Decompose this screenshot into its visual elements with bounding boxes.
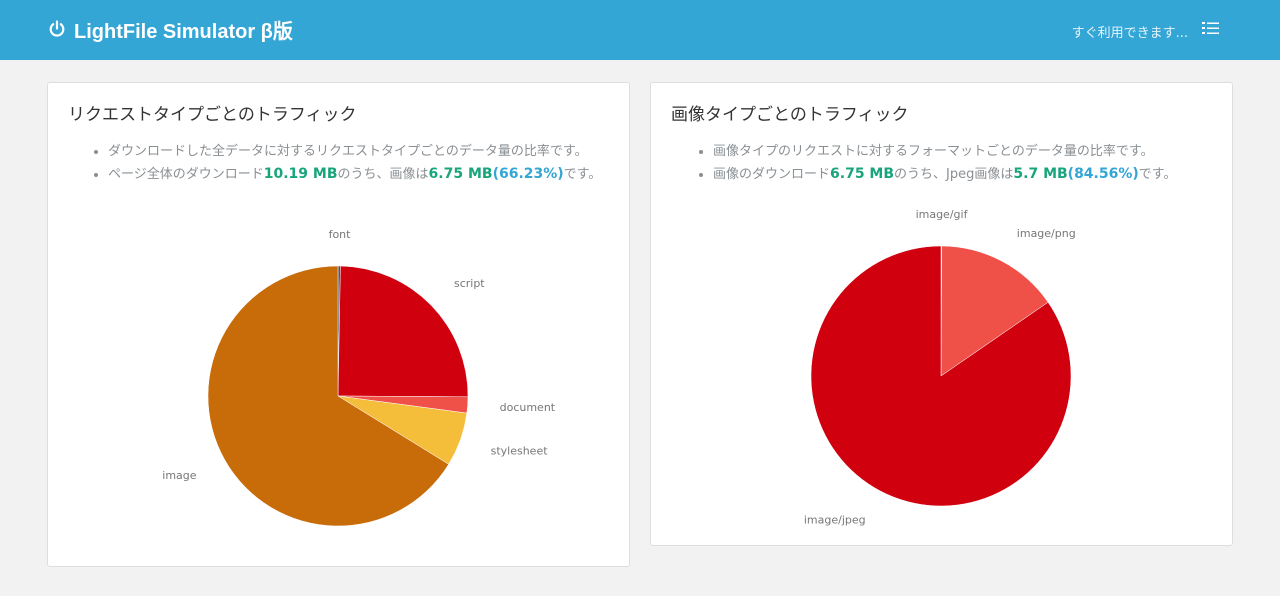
pie-label: image [162, 469, 196, 482]
text-middle: のうち、画像は [337, 167, 429, 182]
card-title: 画像タイプごとのトラフィック [671, 105, 909, 125]
total-size: 10.19 MB [263, 166, 338, 182]
image-percent: (66.23%) [492, 166, 564, 182]
pie-slice-image [207, 265, 449, 527]
menu-button[interactable] [1202, 21, 1220, 41]
pie-label: font [329, 228, 352, 241]
pie-label: image/jpeg [804, 513, 866, 526]
text-prefix: 画像のダウンロード [713, 167, 831, 182]
description-list: 画像タイプのリクエストに対するフォーマットごとのデータ量の比率です。 画像のダウ… [693, 141, 1233, 186]
list-item: ダウンロードした全データに対するリクエストタイプごとのデータ量の比率です。 [108, 141, 628, 163]
top-bar: LightFile Simulator β版 すぐ利用できます... [0, 0, 1280, 60]
request-type-pie-chart: font script document stylesheet image [48, 228, 631, 563]
text-prefix: ページ全体のダウンロード [108, 167, 264, 182]
text-middle: のうち、Jpeg画像は [894, 167, 1014, 182]
total-size: 6.75 MB [830, 166, 895, 182]
pie-chart-svg: image/gif image/png image/jpeg [804, 208, 1076, 526]
description-list: ダウンロードした全データに対するリクエストタイプごとのデータ量の比率です。 ペー… [88, 141, 628, 186]
pie-slice-image-png [940, 245, 1049, 377]
app-title: LightFile Simulator β版 [74, 20, 293, 43]
list-item: 画像タイプのリクエストに対するフォーマットごとのデータ量の比率です。 [713, 141, 1233, 163]
text-suffix: です。 [563, 167, 602, 182]
card-title: リクエストタイプごとのトラフィック [68, 105, 357, 125]
list-icon [1202, 21, 1220, 41]
pie-label: image/png [1017, 227, 1076, 240]
pie-label: document [500, 401, 556, 414]
pie-label: script [454, 277, 485, 290]
pie-slice-script [337, 265, 469, 398]
request-type-traffic-card: リクエストタイプごとのトラフィック ダウンロードした全データに対するリクエストタ… [47, 82, 630, 567]
power-icon [48, 20, 66, 38]
list-item: ページ全体のダウンロード10.19 MBのうち、画像は6.75 MB(66.23… [108, 163, 628, 186]
image-size: 6.75 MB [428, 166, 493, 182]
pie-chart-svg: font script document stylesheet image [162, 228, 556, 527]
jpeg-percent: (84.56%) [1067, 166, 1139, 182]
text-suffix: です。 [1138, 167, 1177, 182]
image-type-pie-chart: image/gif image/png image/jpeg [651, 208, 1234, 543]
app-logo-link[interactable]: LightFile Simulator β版 [48, 14, 293, 44]
list-item: 画像のダウンロード6.75 MBのうち、Jpeg画像は5.7 MB(84.56%… [713, 163, 1233, 186]
image-type-traffic-card: 画像タイプごとのトラフィック 画像タイプのリクエストに対するフォーマットごとのデ… [650, 82, 1233, 546]
pie-label: image/gif [916, 208, 969, 221]
pie-slice-image-jpeg [810, 245, 1072, 507]
pie-label: stylesheet [491, 444, 549, 457]
status-text: すぐ利用できます... [1071, 25, 1188, 41]
jpeg-size: 5.7 MB [1013, 166, 1068, 182]
